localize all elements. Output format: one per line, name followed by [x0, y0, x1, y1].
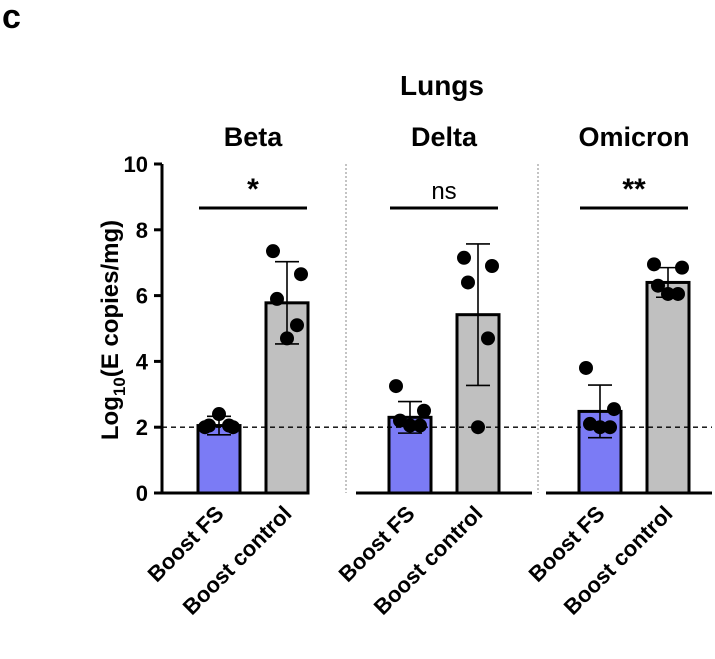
- data-point-omicron-1-4: [603, 420, 617, 435]
- data-point-delta-2-2: [485, 258, 499, 273]
- y-tick-label-10: 10: [124, 152, 148, 177]
- data-point-delta-2-4: [481, 331, 495, 346]
- data-point-omicron-1-2: [607, 402, 621, 417]
- data-point-beta-1-4: [222, 418, 236, 433]
- data-point-beta-2-4: [290, 318, 304, 333]
- data-point-delta-1-5: [403, 418, 417, 433]
- data-point-delta-1-4: [413, 418, 427, 433]
- group-name-omicron: Omicron: [578, 122, 689, 152]
- data-point-omicron-1-5: [593, 420, 607, 435]
- data-point-omicron-2-2: [675, 260, 689, 275]
- y-axis-label: Log10(E copies/mg): [97, 220, 129, 440]
- significance-label-beta: *: [247, 173, 259, 206]
- y-tick-label-2: 2: [136, 415, 148, 440]
- y-tick-label-0: 0: [136, 481, 148, 506]
- data-point-beta-2-1: [266, 244, 280, 259]
- y-tick-label-4: 4: [136, 349, 149, 374]
- data-point-beta-1-3: [202, 418, 216, 433]
- data-point-beta-2-3: [270, 291, 284, 306]
- y-tick-label-8: 8: [136, 218, 148, 243]
- group-name-beta: Beta: [224, 122, 284, 152]
- group-name-delta: Delta: [411, 122, 478, 152]
- data-point-delta-2-3: [461, 275, 475, 290]
- data-point-omicron-2-1: [647, 257, 661, 272]
- bar-beta-1: [196, 424, 242, 495]
- data-point-beta-2-2: [294, 267, 308, 282]
- data-point-omicron-2-5: [661, 286, 675, 301]
- data-point-delta-1-2: [417, 403, 431, 418]
- data-point-beta-1-5: [212, 407, 226, 422]
- data-point-omicron-2-4: [671, 286, 685, 301]
- data-point-omicron-1-1: [579, 360, 593, 375]
- data-point-delta-2-1: [457, 250, 471, 265]
- panel-label: c: [2, 0, 21, 36]
- bar-omicron-2: [645, 280, 691, 495]
- data-point-omicron-2-3: [651, 278, 665, 293]
- data-point-beta-2-5: [280, 331, 294, 346]
- significance-label-delta: ns: [431, 178, 456, 205]
- chart-title: Lungs: [400, 70, 484, 101]
- significance-label-omicron: **: [622, 173, 646, 206]
- y-tick-label-6: 6: [136, 284, 148, 309]
- data-point-delta-1-1: [389, 379, 403, 394]
